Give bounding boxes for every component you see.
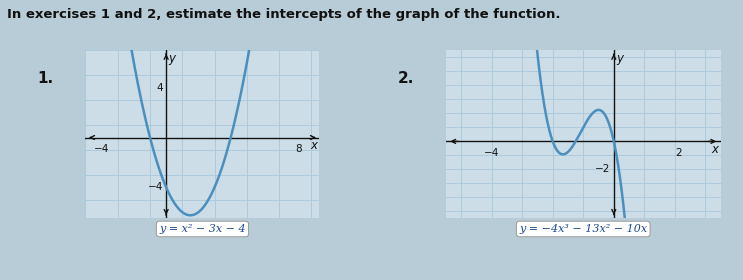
Text: y: y <box>616 52 623 66</box>
Text: y = x² − 3x − 4: y = x² − 3x − 4 <box>159 224 246 234</box>
Text: −4: −4 <box>94 144 109 154</box>
Text: −4: −4 <box>484 148 499 158</box>
Text: −2: −2 <box>595 164 610 174</box>
Text: In exercises 1 and 2, estimate the intercepts of the graph of the function.: In exercises 1 and 2, estimate the inter… <box>7 8 561 21</box>
Text: 2.: 2. <box>398 71 414 86</box>
Text: x: x <box>311 139 318 152</box>
Text: −4: −4 <box>148 182 163 192</box>
Text: y = −4x³ − 13x² − 10x: y = −4x³ − 13x² − 10x <box>519 224 647 234</box>
Text: x: x <box>712 143 718 156</box>
Text: y: y <box>168 52 175 66</box>
Text: 4: 4 <box>157 83 163 93</box>
Text: 2: 2 <box>675 148 681 158</box>
Text: 1.: 1. <box>37 71 53 86</box>
Text: 8: 8 <box>295 144 302 154</box>
